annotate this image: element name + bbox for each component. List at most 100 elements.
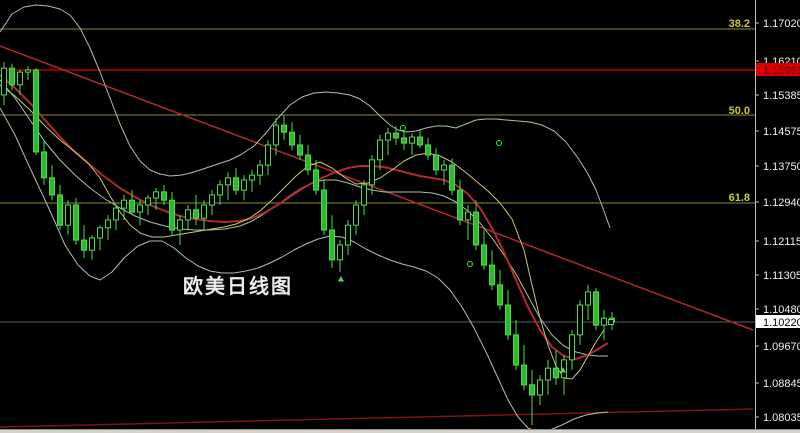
- fib-level-label: 50.0: [729, 105, 750, 117]
- trade-markers: [338, 125, 614, 373]
- candle-body: [185, 209, 191, 221]
- candle-body: [425, 144, 431, 156]
- order-marker-square: [608, 319, 614, 325]
- fib-level-label: 61.8: [729, 192, 750, 204]
- alert-price-label-box: [756, 63, 800, 76]
- bollinger-upper-band: [0, 4, 611, 229]
- candle-body: [433, 154, 439, 171]
- candle-body: [489, 264, 495, 286]
- candle-body: [585, 291, 591, 306]
- candle-body: [513, 334, 519, 366]
- candle-body: [545, 367, 551, 381]
- price-axis-label: 1.12115: [763, 236, 800, 248]
- candle-body: [273, 124, 279, 146]
- candle-body: [89, 237, 95, 251]
- candle-body: [417, 136, 423, 146]
- candle-body: [529, 384, 535, 396]
- price-axis-label: 1.15385: [763, 90, 800, 102]
- candle-body: [113, 207, 119, 221]
- candle-body: [329, 229, 335, 261]
- candle-body: [369, 159, 375, 186]
- candle-body: [521, 364, 527, 386]
- candle-body: [193, 209, 199, 219]
- candle-body: [473, 211, 479, 246]
- candle-body: [505, 304, 511, 336]
- candle-body: [121, 199, 127, 209]
- candle-body: [201, 204, 207, 219]
- candle-body: [497, 284, 503, 306]
- price-axis-label: 1.11305: [763, 270, 800, 282]
- candle-body: [17, 71, 23, 86]
- candle-body: [297, 144, 303, 156]
- candle-body: [1, 67, 7, 96]
- candle-body: [337, 244, 343, 261]
- candle-body: [577, 304, 583, 336]
- price-axis-label: 1.14575: [763, 126, 800, 138]
- candle-body: [161, 191, 167, 201]
- candle-body: [313, 169, 319, 191]
- candle-body: [225, 177, 231, 186]
- order-marker-circle: [496, 140, 502, 146]
- candle-body: [257, 164, 263, 176]
- fractal-marker-arrow: [560, 367, 566, 373]
- candle-body: [249, 174, 255, 181]
- candle-body: [441, 164, 447, 171]
- candle-body: [377, 139, 383, 161]
- price-axis[interactable]: 1.170201.162101.153851.145751.137501.129…: [755, 0, 800, 429]
- candle-body: [129, 199, 135, 213]
- candle-body: [9, 67, 15, 86]
- candle-body: [537, 379, 543, 396]
- candle-body: [217, 184, 223, 196]
- candle-body: [601, 317, 607, 326]
- candle-body: [409, 136, 415, 144]
- price-axis-label: 1.08845: [763, 378, 800, 390]
- candle-body: [305, 154, 311, 171]
- candle-body: [481, 244, 487, 266]
- price-axis-label: 1.09670: [763, 341, 800, 353]
- candle-body: [393, 132, 399, 139]
- candle-body: [25, 69, 31, 73]
- candle-body: [553, 367, 559, 379]
- price-axis-label: 1.12940: [763, 197, 800, 209]
- order-marker-circle: [400, 125, 406, 131]
- current-price-label-box: [756, 315, 800, 328]
- fractal-marker-arrow: [338, 276, 344, 282]
- candle-body: [449, 164, 455, 191]
- bollinger-bands: [0, 4, 611, 433]
- order-marker-circle: [467, 261, 473, 267]
- candle-body: [169, 199, 175, 231]
- price-axis-label: 1.13750: [763, 161, 800, 173]
- current-price-label: 1.10220: [763, 317, 800, 329]
- window-bottom-edge: [0, 429, 800, 433]
- candle-body: [73, 204, 79, 241]
- candle-body: [241, 179, 247, 191]
- candle-body: [289, 131, 295, 146]
- ma-line-slow: [0, 74, 609, 360]
- candle-body: [49, 177, 55, 196]
- bollinger-middle-band: [0, 79, 608, 357]
- fib-level-label: 38.2: [729, 18, 750, 30]
- candle-body: [33, 69, 39, 153]
- candle-body: [361, 184, 367, 206]
- candle-body: [457, 189, 463, 221]
- candle-body: [57, 194, 63, 226]
- candle-body: [593, 291, 599, 326]
- trendline-ascending[interactable]: [0, 408, 754, 428]
- candle-body: [81, 239, 87, 251]
- symbol-watermark: 欧美日线图: [183, 276, 293, 298]
- price-axis-label: 1.17020: [763, 18, 800, 30]
- candle-body: [145, 197, 151, 206]
- candle-body: [465, 211, 471, 221]
- candle-body: [105, 219, 111, 229]
- trendline-descending[interactable]: [0, 45, 754, 331]
- candle-body: [209, 194, 215, 206]
- candle-body: [385, 132, 391, 141]
- price-axis-label: 1.10480: [763, 304, 800, 316]
- candle-body: [281, 124, 287, 133]
- candle-body: [345, 224, 351, 246]
- candle-body: [65, 204, 71, 226]
- bollinger-lower-band: [0, 107, 609, 433]
